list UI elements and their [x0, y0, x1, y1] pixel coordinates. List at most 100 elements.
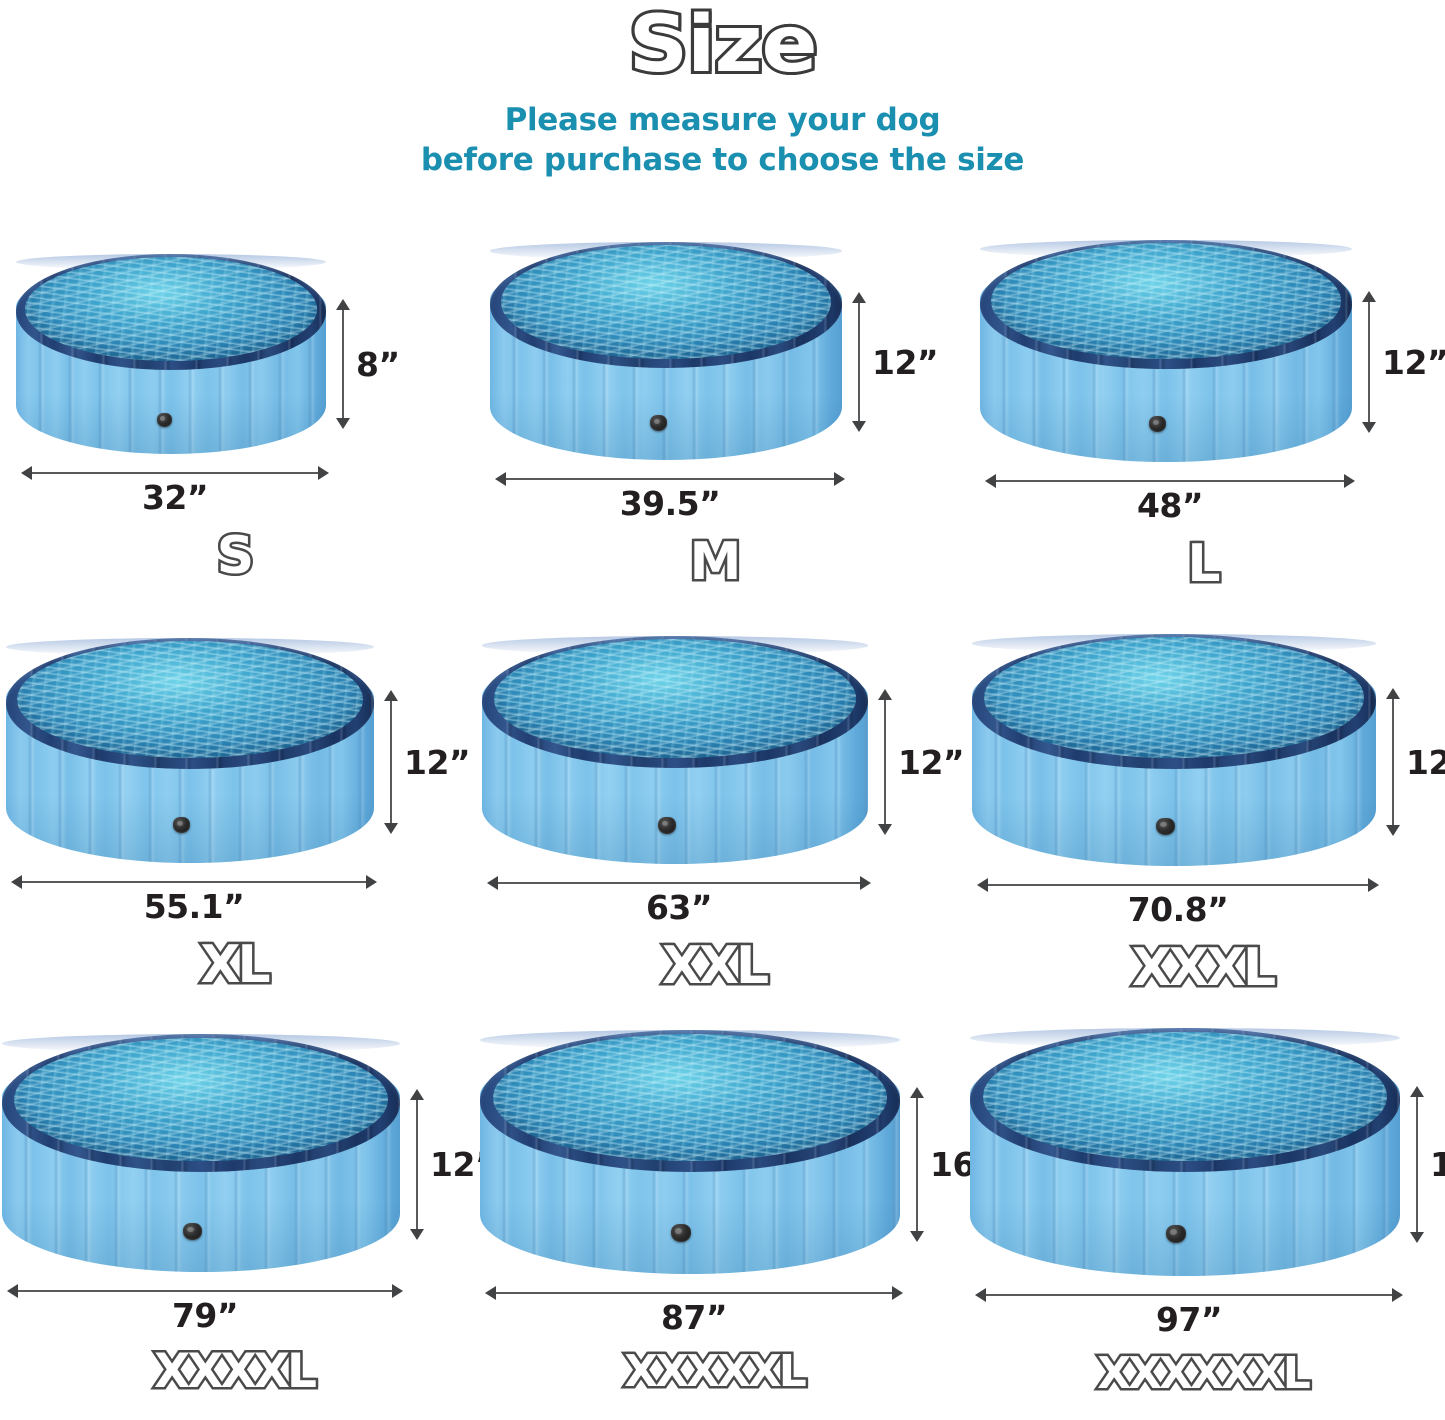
pool-illustration	[490, 242, 842, 460]
height-dimension-line	[884, 698, 886, 826]
water-ripples	[500, 245, 832, 359]
diameter-dimension: 39.5”	[504, 478, 836, 523]
diameter-dimension-line	[30, 472, 320, 474]
diameter-dimension-line	[496, 882, 862, 884]
size-label-xxxl: XXXL	[1129, 936, 1278, 1001]
size-label-m: M	[687, 530, 744, 595]
height-dimension-label: 12”	[404, 742, 471, 782]
pool-illustration	[972, 634, 1376, 866]
drain-plug-icon	[1156, 818, 1175, 835]
pool-graphic	[972, 634, 1376, 866]
pool-graphic	[2, 1034, 400, 1272]
pool-graphic	[6, 638, 374, 863]
height-dimension-line	[858, 301, 860, 423]
diameter-dimension: 48”	[994, 480, 1346, 525]
pool-graphic	[490, 242, 842, 460]
diameter-dimension-line	[20, 881, 368, 883]
water-ripples	[493, 639, 857, 758]
diameter-dimension: 70.8”	[986, 884, 1370, 929]
pool-graphic	[480, 1030, 900, 1274]
diameter-dimension: 87”	[494, 1292, 894, 1337]
height-dimension-label: 8”	[356, 344, 400, 384]
drain-plug-icon	[1166, 1225, 1186, 1243]
diameter-dimension: 55.1”	[20, 881, 368, 926]
pool-water	[17, 641, 363, 759]
water-ripples	[13, 1037, 389, 1162]
pool-illustration	[2, 1034, 400, 1272]
pool-graphic	[16, 254, 326, 454]
diameter-dimension: 97”	[984, 1294, 1394, 1339]
drain-plug-icon	[658, 817, 676, 834]
height-dimension-label: 16”	[1430, 1145, 1445, 1184]
pool-illustration	[970, 1028, 1400, 1276]
size-label-xxxxxl: XXXXXL	[622, 1344, 810, 1400]
diameter-dimension: 63”	[496, 882, 862, 927]
water-ripples	[25, 257, 317, 361]
size-cell-xl[interactable]: 12” 55.1” XL	[0, 628, 471, 1024]
size-label-xxxxxxl: XXXXXXL	[1095, 1346, 1314, 1402]
height-dimension-label: 12”	[898, 742, 965, 782]
subtitle-line-1: Please measure your dog	[504, 101, 941, 138]
size-label-xxl: XXL	[659, 934, 771, 999]
size-cell-m[interactable]: 12” 39.5” M	[468, 232, 960, 628]
height-dimension-label: 12”	[1406, 742, 1445, 782]
pool-illustration	[480, 1030, 900, 1274]
water-ripples	[982, 1031, 1388, 1161]
size-cell-xxxxxl[interactable]: 16” 87” XXXXXL	[468, 1024, 997, 1420]
height-dimension-line	[1368, 300, 1370, 424]
size-grid: 8” 32” S 12” 39.5” M 12” 48” L 12” 55.1” XL 12” 63” XX…	[0, 232, 1445, 1420]
height-dimension: 12”	[858, 301, 939, 423]
drain-plug-icon	[671, 1224, 691, 1242]
drain-plug-icon	[1149, 416, 1166, 432]
height-dimension: 12”	[1392, 697, 1445, 827]
water-ripples	[492, 1033, 888, 1161]
size-label-s: S	[214, 524, 256, 589]
drain-plug-icon	[157, 413, 172, 427]
diameter-dimension-line	[984, 1294, 1394, 1296]
size-cell-xxxxl[interactable]: 12” 79” XXXXL	[0, 1024, 497, 1420]
height-dimension-line	[342, 308, 344, 420]
height-dimension: 12”	[884, 698, 965, 826]
diameter-dimension: 79”	[16, 1290, 394, 1335]
subtitle-line-2: before purchase to choose the size	[420, 142, 1025, 179]
height-dimension-label: 12”	[1382, 342, 1445, 382]
pool-illustration	[16, 254, 326, 454]
size-cell-s[interactable]: 8” 32” S	[0, 232, 468, 628]
size-row: 8” 32” S 12” 39.5” M 12” 48” L	[0, 232, 1445, 628]
height-dimension-line	[416, 1098, 418, 1231]
diameter-dimension-line	[986, 884, 1370, 886]
diameter-dimension-label: 39.5”	[619, 484, 721, 523]
pool-graphic	[980, 240, 1352, 462]
page-title: Size	[625, 0, 820, 90]
size-cell-xxxl[interactable]: 12” 70.8” XXXL	[960, 628, 1445, 1024]
height-dimension: 12”	[1368, 300, 1445, 424]
diameter-dimension-line	[994, 480, 1346, 482]
pool-water	[13, 1037, 389, 1162]
height-dimension-line	[916, 1096, 918, 1233]
size-cell-xxl[interactable]: 12” 63” XXL	[468, 628, 965, 1024]
page-header: Size Please measure your dog before purc…	[0, 0, 1445, 181]
pool-illustration	[980, 240, 1352, 462]
height-dimension: 16”	[1416, 1095, 1445, 1234]
size-label-l: L	[1185, 532, 1223, 597]
height-dimension-line	[1416, 1095, 1418, 1234]
diameter-dimension-label: 55.1”	[143, 887, 245, 926]
pool-illustration	[6, 638, 374, 863]
page-subtitle: Please measure your dog before purchase …	[0, 100, 1445, 182]
height-dimension: 8”	[342, 308, 400, 420]
diameter-dimension-label: 79”	[171, 1296, 239, 1335]
pool-water	[25, 257, 317, 361]
size-cell-xxxxxxl[interactable]: 16” 97” XXXXXXL	[960, 1024, 1445, 1420]
height-dimension-label: 12”	[872, 342, 939, 382]
size-cell-l[interactable]: 12” 48” L	[960, 232, 1445, 628]
pool-illustration	[482, 636, 868, 864]
drain-plug-icon	[173, 817, 190, 833]
pool-water	[493, 639, 857, 758]
size-label-xxxxl: XXXXL	[152, 1342, 320, 1402]
water-ripples	[991, 243, 1341, 359]
pool-graphic	[482, 636, 868, 864]
drain-plug-icon	[183, 1223, 202, 1240]
water-ripples	[17, 641, 363, 759]
pool-water	[991, 243, 1341, 359]
